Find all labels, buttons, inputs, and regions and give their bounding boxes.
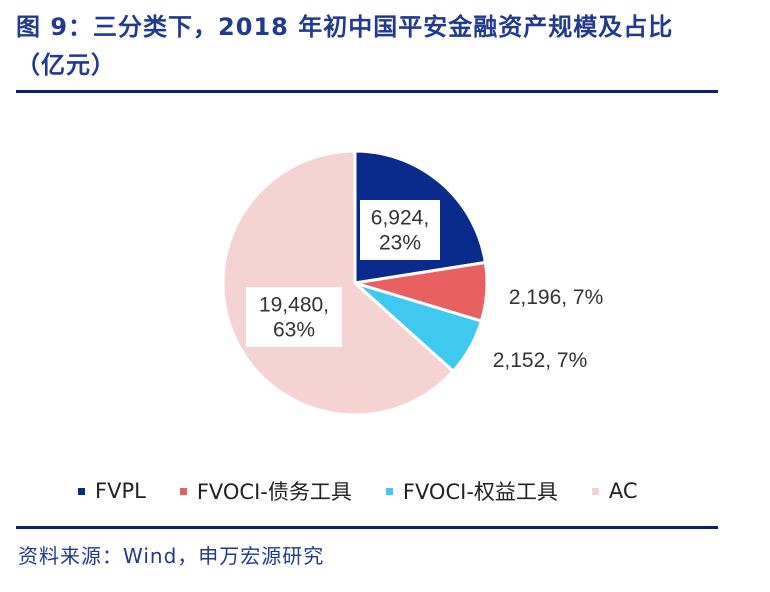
legend-swatch-ac bbox=[591, 487, 599, 495]
data-label-fvoci-equity: 2,152, 7% bbox=[493, 349, 588, 372]
legend-item-fvoci-debt: FVOCI-债务工具 bbox=[179, 476, 352, 506]
legend-swatch-fvpl bbox=[78, 487, 85, 495]
legend-swatch-fvoci-equity bbox=[385, 487, 393, 495]
chart-legend: FVPL FVOCI-债务工具 FVOCI-权益工具 AC bbox=[78, 476, 672, 506]
data-label-fvoci-debt: 2,196, 7% bbox=[509, 286, 604, 309]
legend-item-ac: AC bbox=[591, 479, 638, 503]
data-label-text-fvpl: 23% bbox=[379, 232, 421, 255]
data-label-text-ac: 19,480, bbox=[259, 294, 329, 317]
data-label-fvpl: 6,924,23% bbox=[360, 200, 440, 260]
data-label-text-fvoci-equity: 2,152, 7% bbox=[493, 349, 588, 372]
data-label-box-fvpl bbox=[360, 200, 440, 260]
legend-item-fvpl: FVPL bbox=[78, 479, 146, 503]
legend-label-fvpl: FVPL bbox=[95, 479, 146, 503]
data-label-text-fvoci-debt: 2,196, 7% bbox=[509, 286, 604, 309]
data-label-text-ac: 63% bbox=[273, 319, 315, 342]
legend-label-fvoci-debt: FVOCI-债务工具 bbox=[196, 480, 352, 504]
legend-label-ac: AC bbox=[608, 479, 638, 503]
data-label-text-fvpl: 6,924, bbox=[371, 207, 429, 230]
source-divider bbox=[16, 526, 718, 529]
figure-title: 图 9：三分类下，2018 年初中国平安金融资产规模及占比（亿元） bbox=[16, 13, 674, 79]
data-label-box-ac bbox=[246, 287, 342, 347]
data-label-ac: 19,480,63% bbox=[246, 287, 342, 347]
source-note: 资料来源：Wind，申万宏源研究 bbox=[18, 544, 325, 568]
legend-item-fvoci-equity: FVOCI-权益工具 bbox=[385, 476, 558, 506]
legend-label-fvoci-equity: FVOCI-权益工具 bbox=[402, 480, 558, 504]
legend-swatch-fvoci-debt bbox=[179, 487, 187, 495]
title-divider bbox=[16, 90, 718, 93]
pie-slice-ac bbox=[221, 149, 456, 417]
